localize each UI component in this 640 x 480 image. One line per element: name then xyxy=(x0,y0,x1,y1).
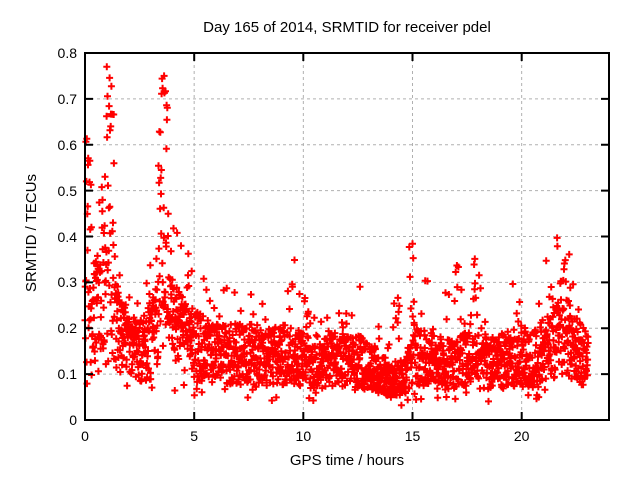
x-tick-label: 20 xyxy=(513,428,530,444)
x-tick-label: 10 xyxy=(295,428,312,444)
axis-tick-marks xyxy=(84,52,609,421)
x-axis-title: GPS time / hours xyxy=(289,452,405,469)
chart-title: Day 165 of 2014, SRMTID for receiver pde… xyxy=(203,19,491,36)
y-tick-label: 0.3 xyxy=(57,274,77,291)
x-tick-label: 0 xyxy=(81,428,89,444)
y-tick-label: 0.5 xyxy=(57,182,77,199)
y-tick-label: 0.6 xyxy=(57,136,77,153)
y-tick-label: 0.8 xyxy=(57,45,77,61)
y-tick-label: 0 xyxy=(69,412,77,428)
x-tick-label: 5 xyxy=(190,428,199,444)
y-tick-label: 0.4 xyxy=(57,228,77,245)
data-points xyxy=(81,63,592,409)
y-tick-label: 0.1 xyxy=(57,366,77,383)
x-tick-label: 15 xyxy=(404,428,421,444)
y-tick-label: 0.2 xyxy=(57,320,77,337)
y-tick-label: 0.7 xyxy=(57,90,77,107)
